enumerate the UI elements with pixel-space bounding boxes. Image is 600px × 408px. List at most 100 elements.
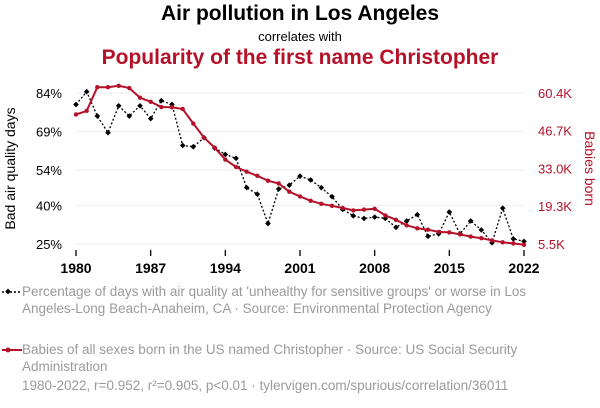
data-point-series-2	[255, 173, 260, 178]
chart-series	[73, 83, 527, 248]
y-right-axis-title: Babies born	[582, 131, 598, 206]
data-point-series-2	[276, 181, 281, 186]
data-point-series-1	[265, 220, 271, 227]
data-point-series-2	[415, 226, 420, 231]
y-right-tick-label: 33.0K	[538, 161, 572, 176]
data-point-series-1	[478, 227, 485, 233]
y-left-tick-label: 40%	[36, 199, 62, 214]
data-point-series-2	[233, 164, 239, 170]
data-point-series-2	[361, 207, 367, 212]
chart-footer: 1980-2022, r=0.952, r²=0.905, p<0.01 · t…	[22, 378, 509, 393]
series-line-1	[75, 90, 525, 245]
data-point-series-1	[94, 113, 101, 119]
x-tick-label: 1987	[135, 260, 166, 276]
data-point-series-1	[254, 191, 261, 197]
data-point-series-2	[287, 189, 292, 194]
data-point-series-2	[191, 121, 196, 126]
data-point-series-1	[307, 177, 314, 183]
data-point-series-2	[95, 85, 100, 90]
y-left-tick-label: 54%	[36, 163, 62, 178]
legend-item-series2: Babies of all sexes born in the US named…	[0, 341, 600, 377]
data-point-series-1	[190, 143, 197, 150]
data-point-series-1	[361, 215, 367, 222]
legend-label-series1: Percentage of days with air quality at '…	[22, 284, 527, 316]
data-point-series-2	[244, 169, 249, 174]
data-point-series-2	[351, 208, 356, 213]
data-point-series-2	[468, 234, 473, 239]
y-left-tick-label: 25%	[36, 237, 62, 252]
data-point-series-2	[169, 105, 175, 110]
chart-gridlines	[76, 92, 524, 245]
data-point-series-2	[297, 194, 303, 199]
data-point-series-2	[489, 238, 495, 243]
data-point-series-1	[83, 88, 90, 95]
data-point-series-2	[404, 223, 409, 228]
data-point-series-2	[340, 205, 345, 211]
series-line-2	[75, 84, 525, 246]
chart-subtitle: correlates with	[258, 29, 342, 44]
data-point-series-2	[521, 242, 527, 248]
data-point-series-1	[243, 184, 250, 191]
data-point-series-1	[233, 155, 239, 162]
data-point-series-2	[116, 83, 121, 89]
y-right-tick-label: 5.5K	[538, 237, 565, 252]
data-point-series-2	[425, 227, 431, 232]
data-point-series-2	[372, 206, 377, 211]
data-point-series-1	[297, 173, 303, 180]
legend-item-series1: Percentage of days with air quality at '…	[0, 283, 600, 335]
data-point-series-1	[393, 224, 399, 231]
data-point-series-2	[319, 201, 324, 207]
x-tick-label: 2022	[508, 260, 539, 276]
x-tick-label: 1994	[210, 260, 241, 276]
data-point-series-1	[115, 102, 122, 109]
data-point-series-2	[105, 85, 111, 90]
data-point-series-2	[137, 95, 143, 100]
y-left-tick-label: 69%	[36, 124, 62, 139]
y-right-tick-label: 19.3K	[538, 199, 572, 214]
data-point-series-1	[425, 233, 431, 240]
x-tick-label: 2008	[359, 260, 390, 276]
y-left-tick-label: 84%	[36, 86, 62, 101]
data-point-series-1	[158, 97, 165, 104]
x-tick-label: 2001	[284, 260, 315, 276]
data-point-series-1	[371, 214, 378, 220]
data-point-series-1	[499, 205, 506, 211]
data-point-series-2	[436, 229, 441, 235]
x-tick-label: 1980	[60, 260, 91, 276]
data-point-series-1	[147, 115, 154, 122]
data-point-series-1	[179, 142, 186, 149]
data-point-series-1	[105, 129, 111, 136]
data-point-series-2	[159, 104, 164, 110]
data-point-series-2	[73, 112, 79, 117]
data-point-series-1	[275, 186, 282, 192]
y-right-tick-label: 46.7K	[538, 124, 572, 139]
data-point-series-2	[308, 198, 313, 204]
x-tick-label: 2015	[434, 260, 465, 276]
data-point-series-2	[148, 99, 153, 105]
chart-title: Air pollution in Los Angeles	[160, 2, 440, 25]
data-point-series-2	[479, 236, 484, 241]
data-point-series-1	[414, 211, 421, 218]
data-point-series-2	[223, 157, 228, 162]
data-point-series-1	[73, 101, 79, 108]
data-point-series-2	[201, 135, 207, 140]
solid-line-circle-icon	[2, 347, 22, 353]
data-point-series-2	[127, 85, 132, 91]
data-point-series-2	[212, 145, 217, 150]
data-point-series-2	[84, 108, 89, 114]
data-point-series-2	[265, 178, 271, 183]
data-point-series-2	[180, 106, 185, 112]
data-point-series-2	[447, 230, 452, 235]
legend-label-series2: Babies of all sexes born in the US named…	[22, 342, 518, 374]
data-point-series-1	[446, 209, 453, 215]
data-point-series-2	[457, 232, 463, 237]
data-point-series-2	[329, 203, 335, 208]
data-point-series-2	[383, 213, 388, 218]
y-left-axis-title: Bad air quality days	[2, 107, 18, 229]
data-point-series-1	[403, 218, 410, 224]
data-point-series-1	[222, 151, 229, 158]
data-point-series-2	[393, 217, 399, 222]
chart-axes: 25% 40% 54% 69% 84% 5.5K 19.3K 33.0K 46.7K 60.4K 1…	[2, 86, 598, 276]
dotted-line-diamond-icon	[2, 288, 22, 295]
